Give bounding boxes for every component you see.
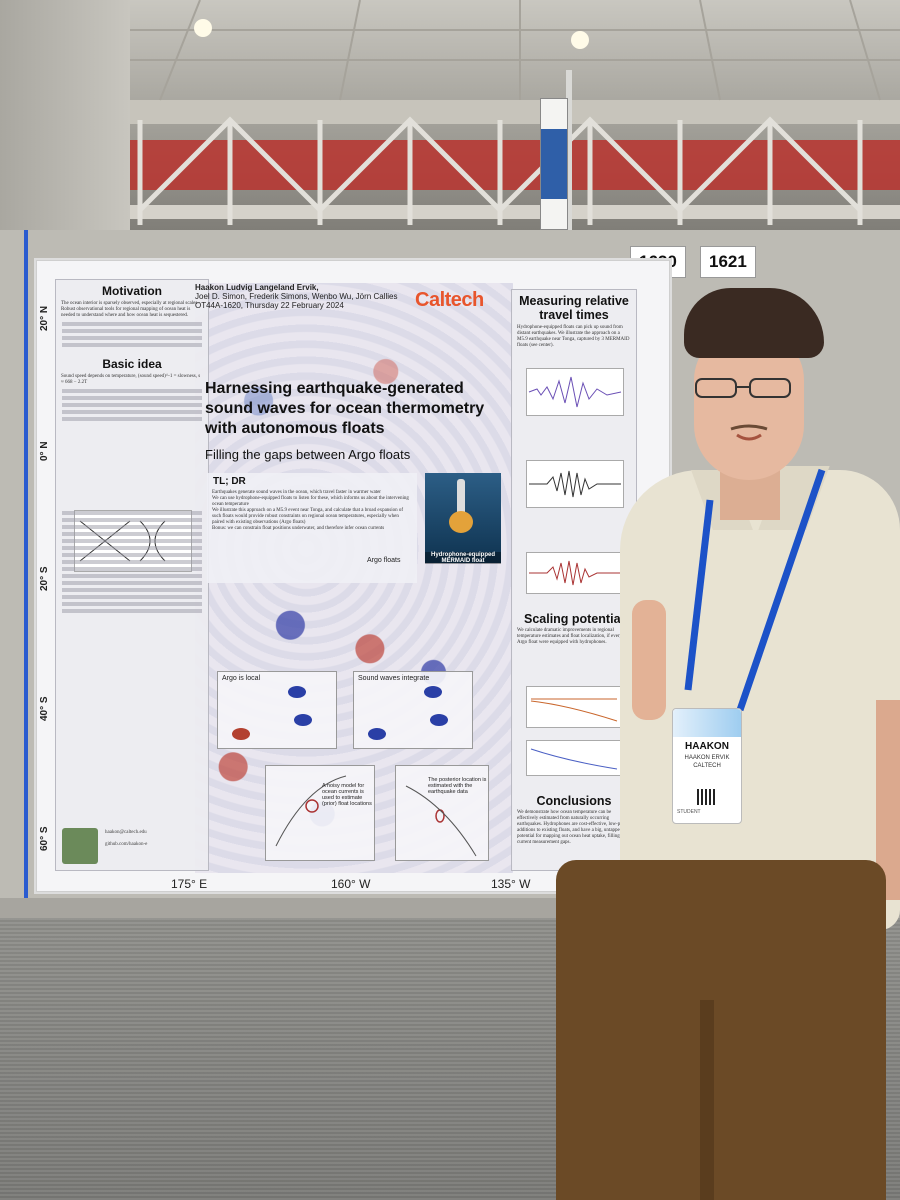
qr-code-icon <box>697 789 717 805</box>
tldr-item: We illustrate this approach on a M5.9 ev… <box>212 508 404 525</box>
author-photo <box>62 828 98 864</box>
uncertainty-plot <box>526 686 624 728</box>
latitude-label: 0° N <box>39 441 50 461</box>
person-shirt <box>620 470 900 930</box>
badge-first-name: HAAKON <box>685 741 729 752</box>
name-badge: HAAKON HAAKON ERVIK CALTECH STUDENT <box>672 708 742 824</box>
poster: 20° N 0° N 20° S 40° S 60° S 175° E 160°… <box>36 260 670 892</box>
inset-label: Sound waves integrate <box>358 675 430 682</box>
latitude-label: 60° S <box>39 826 50 851</box>
sign-pole <box>566 70 572 240</box>
tldr-item: Bonus: we can constrain float positions … <box>212 526 385 531</box>
section-text-basic-idea: Sound speed depends on temperature, (sou… <box>61 374 201 385</box>
poster-right-column: Measuring relative travel times Hydropho… <box>511 289 637 871</box>
latitude-label: 20° S <box>39 566 50 591</box>
inset-combined: Sound waves integrate <box>353 671 473 749</box>
person-arm <box>632 600 666 720</box>
board-edge <box>24 230 28 910</box>
lead-author: Haakon Ludvig Langeland Ervik, <box>195 283 319 292</box>
section-text-measuring: Hydrophone-equipped floats can pick up s… <box>517 325 630 348</box>
longitude-label: 135° W <box>491 877 531 891</box>
section-text-conclusions: We demonstrate how ocean temperature can… <box>517 810 631 845</box>
longitude-label: 160° W <box>331 877 371 891</box>
section-heading-scaling: Scaling potential <box>523 612 624 626</box>
inset-label: A noisy model for ocean currents is used… <box>322 783 372 807</box>
tldr-item: We can use hydrophone-equipped floats to… <box>212 496 409 507</box>
poster-left-column: Motivation The ocean interior is sparsel… <box>55 279 209 871</box>
latitude-label: 40° S <box>39 696 50 721</box>
inset-label: The posterior location is estimated with… <box>428 777 487 795</box>
session-info: OT44A-1620, Thursday 22 February 2024 <box>195 301 344 310</box>
badge-full-name: HAAKON ERVIK <box>684 755 730 761</box>
person-hair <box>684 288 824 358</box>
caltech-logo: Caltech <box>415 289 484 311</box>
glasses-icon <box>695 378 791 398</box>
mustache-smile <box>730 424 768 441</box>
tldr-box: TL; DR Earthquakes generate sound waves … <box>207 473 417 583</box>
section-heading-conclusions: Conclusions <box>536 794 612 808</box>
poster-authors: Haakon Ludvig Langeland Ervik, Joel D. S… <box>195 283 425 310</box>
mermaid-float-photo: Hydrophone-equipped MERMAID float <box>425 473 501 564</box>
coauthors: Joel D. Simon, Frederik Simons, Wenbo Wu… <box>195 292 398 301</box>
ceiling <box>0 0 900 240</box>
tldr-item: Earthquakes generate sound waves in the … <box>212 490 381 495</box>
inset-noisy-model: A noisy model for ocean currents is used… <box>265 765 375 861</box>
localization-plot <box>526 740 624 776</box>
inset-posterior: The posterior location is estimated with… <box>395 765 489 861</box>
section-heading-motivation: Motivation <box>102 284 162 298</box>
left-wall <box>0 0 130 240</box>
pants-seam <box>700 1000 714 1200</box>
poster-subtitle: Filling the gaps between Argo floats <box>205 447 411 462</box>
section-text-scaling: We calculate dramatic improvements in re… <box>517 628 623 645</box>
inset-label: Argo is local <box>222 675 261 682</box>
inset-argo-only: Argo is local <box>217 671 337 749</box>
author-github: github.com/haakon-e <box>105 842 148 847</box>
argo-floats-label: Argo floats <box>367 557 401 564</box>
longitude-label: 175° E <box>171 877 208 891</box>
lanyard <box>684 468 826 712</box>
poster-title: Harnessing earthquake-generated sound wa… <box>205 380 485 437</box>
section-heading-basic-idea: Basic idea <box>102 357 162 371</box>
section-text-motivation: The ocean interior is sparsely observed,… <box>61 301 199 318</box>
badge-institution: CALTECH <box>693 763 721 769</box>
hanging-sign <box>540 98 568 230</box>
waveform-plot-3 <box>526 552 624 594</box>
author-email: haakon@caltech.edu <box>105 830 147 835</box>
ceiling-truss <box>130 0 900 225</box>
tldr-heading: TL; DR <box>213 476 246 487</box>
section-heading-measuring: Measuring relative travel times <box>519 294 629 322</box>
waveform-plot-2 <box>526 460 624 508</box>
person-pants <box>556 860 886 1200</box>
latitude-label: 20° N <box>39 305 50 331</box>
waveform-plot-1 <box>526 368 624 416</box>
booth-number-1621: 1621 <box>700 246 756 278</box>
badge-type: STUDENT <box>677 809 701 815</box>
photo-caption: Hydrophone-equipped MERMAID float <box>425 552 501 564</box>
